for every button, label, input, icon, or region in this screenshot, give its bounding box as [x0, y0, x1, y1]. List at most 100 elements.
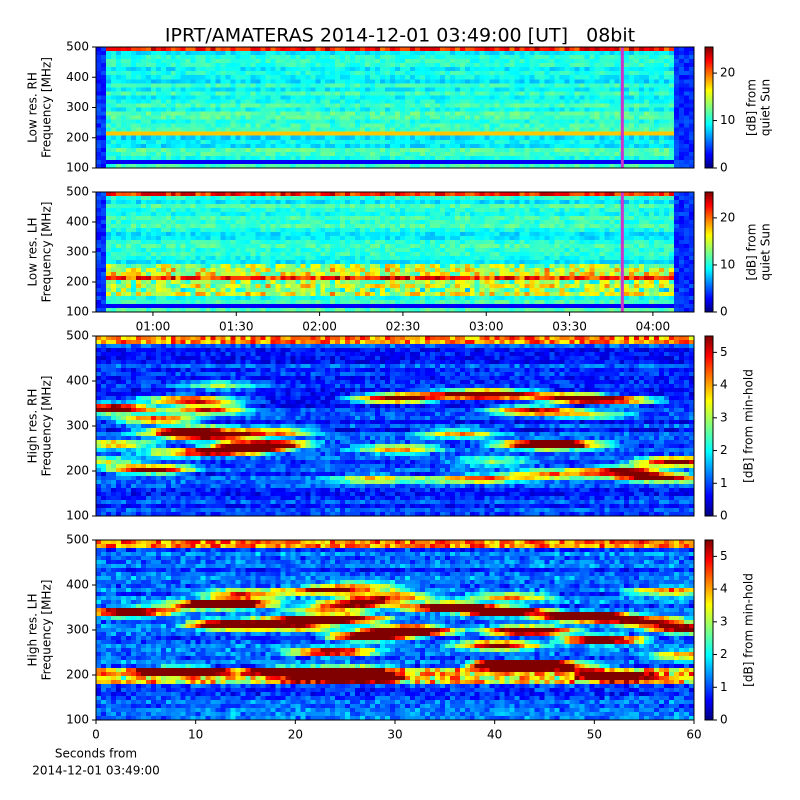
spectrogram-cell	[564, 103, 570, 108]
spectrogram-cell	[669, 79, 675, 84]
spectrogram-cell	[534, 83, 541, 88]
spectrogram-cell	[150, 115, 157, 121]
spectrogram-cell	[429, 83, 436, 88]
spectrogram-cell	[240, 79, 246, 84]
spectrogram-cell	[554, 139, 560, 145]
spectrogram-cell	[494, 115, 501, 121]
spectrogram-cell	[629, 212, 635, 217]
spectrogram-cell	[429, 87, 436, 92]
spectrogram-cell	[280, 115, 286, 121]
spectrogram-cell	[260, 155, 266, 161]
spectrogram-cell	[674, 163, 680, 169]
spectrogram-cell	[429, 91, 436, 96]
spectrogram-cell	[395, 71, 401, 76]
spectrogram-cell	[310, 236, 316, 241]
spectrogram-cell	[564, 220, 570, 225]
spectrogram-cell	[180, 59, 187, 64]
spectrogram-cell	[320, 236, 326, 241]
spectrogram-cell	[424, 95, 431, 100]
spectrogram-cell	[340, 192, 346, 197]
spectrogram-cell	[380, 216, 386, 221]
spectrogram-cell	[599, 75, 605, 80]
spectrogram-cell	[310, 220, 316, 225]
spectrogram-cell	[484, 232, 491, 237]
spectrogram-cell	[414, 143, 421, 149]
spectrogram-cell	[589, 228, 595, 233]
spectrogram-cell	[409, 107, 416, 113]
spectrogram-cell	[160, 67, 167, 72]
spectrogram-cell	[310, 200, 316, 205]
spectrogram-cell	[315, 103, 321, 108]
spectrogram-cell	[679, 151, 685, 157]
spectrogram-cell	[205, 111, 212, 117]
spectrogram-cell	[105, 131, 112, 137]
spectrogram-cell	[340, 119, 346, 125]
spectrogram-cell	[509, 91, 516, 96]
spectrogram-cell	[220, 151, 227, 157]
spectrogram-cell	[539, 75, 545, 80]
spectrogram-cell	[155, 200, 162, 205]
spectrogram-cell	[390, 71, 396, 76]
spectrogram-cell	[679, 127, 685, 133]
spectrogram-cell	[305, 236, 311, 241]
spectrogram-cell	[360, 131, 366, 137]
spectrogram-cell	[240, 163, 246, 169]
spectrogram-cell	[155, 119, 162, 125]
spectrogram-cell	[255, 212, 261, 217]
spectrogram-cell	[385, 135, 391, 141]
spectrogram-cell	[325, 63, 331, 68]
spectrogram-cell	[399, 115, 406, 121]
spectrogram-cell	[484, 103, 491, 108]
spectrogram-cell	[240, 47, 246, 52]
spectrogram-cell	[205, 103, 212, 108]
spectrogram-cell	[569, 59, 575, 64]
spectrogram-cell	[494, 147, 501, 153]
spectrogram-cell	[255, 55, 261, 60]
spectrogram-cell	[509, 216, 516, 221]
spectrogram-cell	[444, 224, 451, 229]
spectrogram-cell	[290, 232, 296, 237]
spectrogram-cell	[404, 232, 411, 237]
spectrogram-cell	[474, 103, 481, 108]
spectrogram-cell	[614, 55, 620, 60]
spectrogram-cell	[325, 204, 331, 209]
spectrogram-cell	[250, 55, 256, 60]
spectrogram-cell	[554, 200, 560, 205]
spectrogram-cell	[315, 111, 321, 117]
spectrogram-cell	[419, 159, 426, 165]
spectrogram-cell	[240, 51, 246, 56]
spectrogram-cell	[270, 216, 276, 221]
spectrogram-cell	[424, 216, 431, 221]
spectrogram-cell	[499, 123, 506, 129]
spectrogram-cell	[469, 67, 476, 72]
spectrogram-cell	[260, 151, 266, 157]
spectrogram-cell	[479, 208, 486, 213]
spectrogram-cell	[380, 67, 386, 72]
spectrogram-cell	[170, 159, 177, 165]
spectrogram-cell	[659, 147, 665, 153]
spectrogram-cell	[644, 204, 650, 209]
spectrogram-cell	[404, 63, 411, 68]
spectrogram-cell	[180, 143, 187, 149]
spectrogram-cell	[409, 139, 416, 145]
spectrogram-cell	[210, 75, 217, 80]
spectrogram-cell	[504, 107, 511, 113]
spectrogram-cell	[350, 216, 356, 221]
spectrogram-cell	[669, 147, 675, 153]
spectrogram-cell	[624, 87, 630, 92]
spectrogram-cell	[679, 163, 685, 169]
spectrogram-cell	[624, 208, 630, 213]
spectrogram-cell	[469, 208, 476, 213]
spectrogram-cell	[424, 204, 431, 209]
spectrogram-cell	[270, 139, 276, 145]
spectrogram-cell	[265, 192, 271, 197]
spectrogram-cell	[559, 192, 565, 197]
spectrogram-cell	[150, 192, 157, 197]
spectrogram-cell	[434, 67, 441, 72]
spectrogram-cell	[190, 232, 197, 237]
spectrogram-cell	[310, 87, 316, 92]
spectrogram-cell	[449, 216, 456, 221]
spectrogram-cell	[165, 139, 172, 145]
spectrogram-cell	[255, 220, 261, 225]
spectrogram-cell	[260, 63, 266, 68]
